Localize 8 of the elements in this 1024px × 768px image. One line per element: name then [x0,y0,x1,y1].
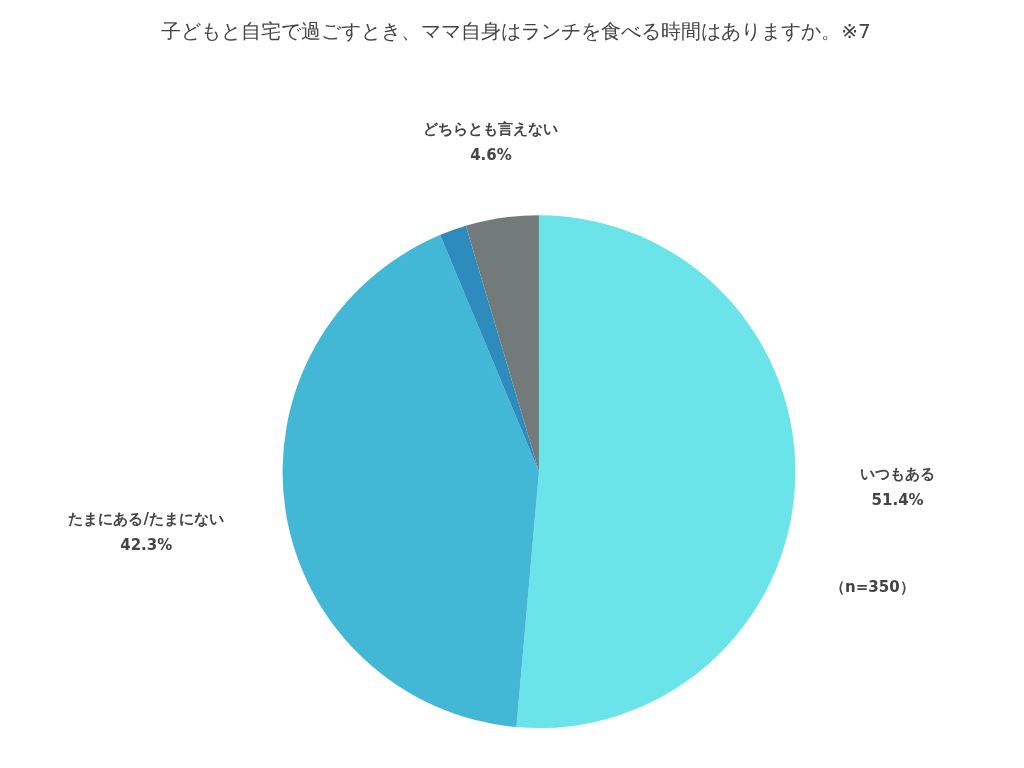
slice-label: いつもある [860,465,936,484]
data-label: 51.4% [871,491,924,510]
data-label: 4.6% [470,146,512,165]
text: （n=350） [830,577,915,596]
chart-title: 子どもと自宅で過ごすとき、ママ自身はランチを食べる時間はありますか。※7 [161,19,871,44]
data-label: 42.3% [120,536,173,555]
slice-label: たまにある/たまにない [68,510,224,529]
slice-label: どちらとも言えない [423,120,559,139]
